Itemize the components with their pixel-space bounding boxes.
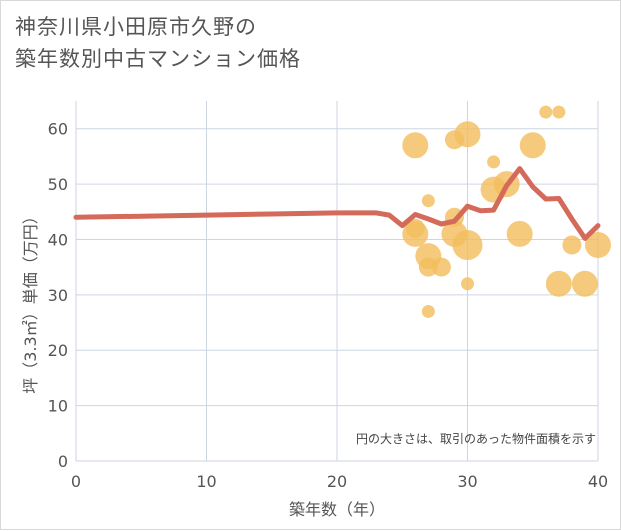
y-tick-label: 50: [48, 175, 68, 194]
x-tick-labels: 0 10 20 30 40: [71, 472, 608, 491]
bubble-point: [405, 218, 425, 238]
y-tick-label: 0: [58, 452, 68, 471]
bubble-point: [454, 121, 481, 148]
bubble-point: [571, 270, 598, 297]
bubble-point: [418, 257, 438, 277]
bubble-point: [421, 194, 435, 208]
y-tick-label: 40: [48, 230, 68, 249]
x-tick-label: 0: [71, 472, 81, 491]
bubble-point: [506, 220, 533, 247]
chart-title-line-1: 神奈川県小田原市久野の: [15, 15, 257, 39]
chart-title: 神奈川県小田原市久野の 築年数別中古マンション価格: [15, 11, 575, 75]
bubble-point: [452, 230, 483, 260]
bubble-point: [539, 105, 553, 119]
y-tick-label: 20: [48, 341, 68, 360]
bubble-point: [402, 132, 429, 159]
bubble-point: [421, 304, 435, 318]
bubble-point: [519, 132, 546, 159]
bubble-point: [431, 257, 451, 277]
y-axis-label: 坪（3.3㎡）単価（万円）: [21, 208, 40, 393]
x-tick-label: 10: [196, 472, 216, 491]
chart-title-line-2: 築年数別中古マンション価格: [15, 47, 301, 71]
bubble-point: [461, 277, 474, 291]
bubble-layer: [402, 105, 611, 318]
bubble-point: [552, 105, 566, 119]
bubble-point: [585, 232, 611, 258]
x-tick-label: 40: [588, 472, 608, 491]
y-tick-label: 10: [48, 397, 68, 416]
bubble-point: [487, 155, 501, 169]
x-axis-label: 築年数（年）: [289, 500, 385, 519]
average-price-line: [73, 166, 601, 241]
bubble-size-note: 円の大きさは、取引のあった物件面積を示す: [356, 431, 596, 446]
y-tick-label: 30: [48, 286, 68, 305]
bubble-point: [562, 235, 582, 255]
y-tick-labels: 0 10 20 30 40 50 60: [48, 120, 68, 471]
x-tick-label: 20: [327, 472, 347, 491]
y-tick-label: 60: [48, 120, 68, 139]
x-tick-label: 30: [457, 472, 477, 491]
bubble-point: [545, 270, 572, 297]
